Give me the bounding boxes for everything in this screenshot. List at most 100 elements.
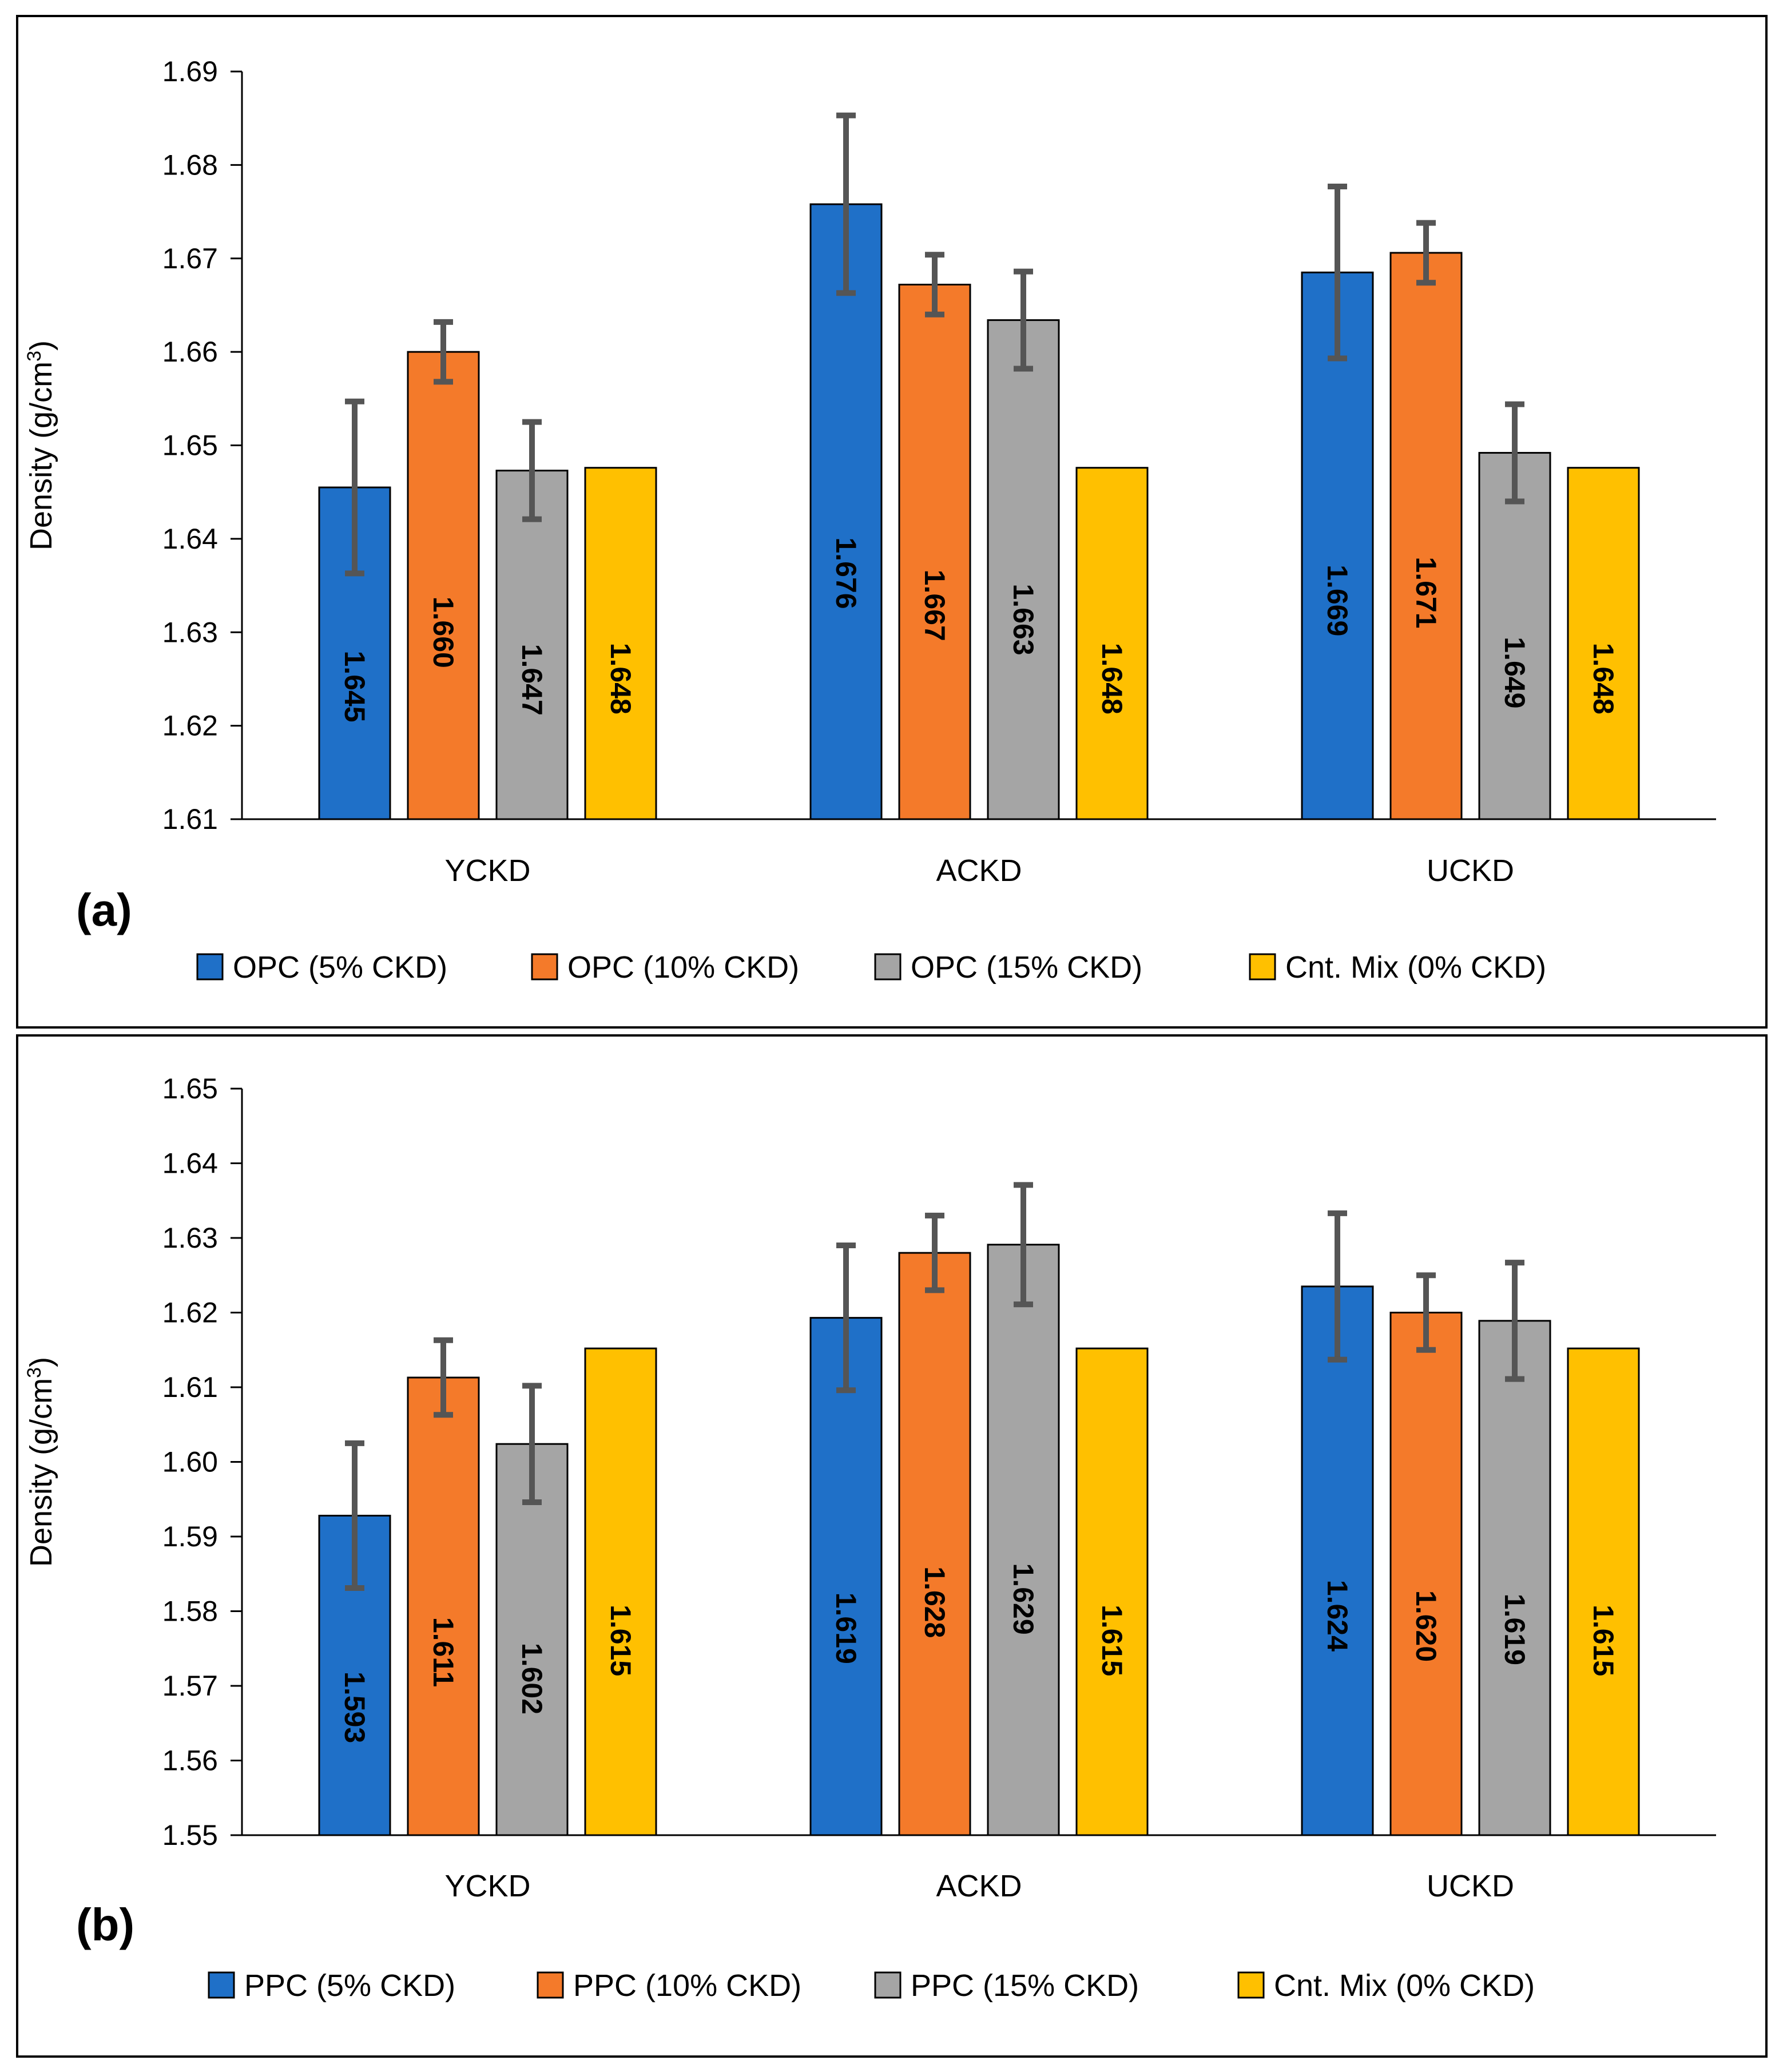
chart-2-legend-label: PPC (5% CKD) bbox=[244, 1968, 455, 2003]
chart-2-bar bbox=[1301, 1285, 1374, 1836]
chart-2-bar bbox=[1075, 1347, 1149, 1836]
chart-2-data-label: 1.619 bbox=[1499, 1594, 1531, 1665]
chart-1-data-label: 1.676 bbox=[830, 537, 862, 609]
chart-2-error-bar bbox=[1328, 1210, 1347, 1363]
chart-2-bar bbox=[898, 1252, 971, 1836]
chart-1-data-label: 1.669 bbox=[1321, 565, 1353, 636]
chart-1-bar bbox=[1075, 467, 1149, 820]
chart-2-legend-label: PPC (10% CKD) bbox=[573, 1968, 801, 2003]
chart-1-y-tick-label: 1.68 bbox=[162, 149, 218, 181]
chart-2-legend-swatch bbox=[208, 1971, 235, 1999]
chart-2-data-label: 1.593 bbox=[339, 1672, 371, 1743]
chart-1-data-label: 1.648 bbox=[605, 643, 637, 715]
chart-1-data-label: 1.648 bbox=[1587, 643, 1619, 715]
chart-1-legend-swatch bbox=[874, 953, 902, 981]
chart-2-legend-label: Cnt. Mix (0% CKD) bbox=[1274, 1968, 1535, 2003]
chart-2-bar bbox=[1567, 1347, 1640, 1836]
chart-2-error-bar bbox=[1505, 1260, 1524, 1382]
chart-1-frame bbox=[16, 15, 1768, 1029]
chart-1-legend-swatch bbox=[531, 953, 558, 981]
chart-2-bar bbox=[1478, 1320, 1551, 1836]
chart-2-bar bbox=[1389, 1312, 1463, 1836]
chart-1-y-tick-label: 1.66 bbox=[162, 336, 218, 368]
chart-2-legend-swatch bbox=[874, 1971, 902, 1999]
chart-1-legend-label: OPC (10% CKD) bbox=[567, 950, 799, 985]
chart-2-error-bar bbox=[434, 1337, 453, 1418]
chart-1-data-label: 1.671 bbox=[1410, 557, 1442, 628]
chart-2-error-bar bbox=[925, 1212, 944, 1293]
chart-2-y-axis-title: Density (g/cm3) bbox=[23, 1357, 58, 1567]
chart-2-data-label: 1.620 bbox=[1410, 1590, 1442, 1662]
chart-2-bar bbox=[809, 1317, 883, 1836]
chart-2-data-label: 1.611 bbox=[427, 1617, 459, 1687]
chart-2-error-bar bbox=[836, 1243, 856, 1394]
chart-1-error-bar bbox=[345, 398, 364, 577]
chart-1-data-label: 1.648 bbox=[1096, 643, 1128, 715]
chart-2-x-category-label: YCKD bbox=[444, 1869, 530, 1903]
chart-1-bar bbox=[987, 319, 1060, 820]
chart-1-bar bbox=[1389, 252, 1463, 820]
chart-2-error-bar bbox=[1416, 1272, 1436, 1353]
chart-2-y-tick-label: 1.55 bbox=[162, 1819, 218, 1851]
chart-1-error-bar bbox=[1328, 183, 1347, 362]
chart-2-y-tick-label: 1.61 bbox=[162, 1371, 218, 1403]
chart-1-bar bbox=[898, 283, 971, 820]
chart-2-data-label: 1.602 bbox=[516, 1643, 548, 1714]
chart-1-bar bbox=[1567, 467, 1640, 820]
chart-2-bar bbox=[584, 1347, 657, 1836]
chart-2-error-bar bbox=[522, 1383, 542, 1505]
chart-1-bar bbox=[584, 467, 657, 820]
chart-1-error-bar bbox=[434, 319, 453, 385]
chart-1-data-label: 1.663 bbox=[1007, 584, 1039, 655]
chart-1-panel-label: (a) bbox=[76, 884, 132, 935]
chart-2-y-tick-label: 1.65 bbox=[162, 1073, 218, 1105]
chart-2-bar bbox=[987, 1244, 1060, 1836]
chart-1-y-tick-label: 1.65 bbox=[162, 430, 218, 462]
chart-1-error-bar bbox=[522, 419, 542, 522]
chart-1-legend-swatch bbox=[196, 953, 224, 981]
chart-2-legend-swatch bbox=[1237, 1971, 1265, 1999]
chart-1-y-axis-title: Density (g/cm3) bbox=[23, 340, 58, 550]
chart-1-data-label: 1.647 bbox=[516, 644, 548, 716]
chart-1-error-bar bbox=[1416, 220, 1436, 286]
chart-1-y-tick-label: 1.64 bbox=[162, 523, 218, 555]
chart-1-data-label: 1.660 bbox=[427, 597, 459, 668]
chart-1-x-category-label: ACKD bbox=[936, 854, 1022, 888]
chart-1: 1.61 1.62 1.63 1.64 1.65 1.66 1.67 1.68 1.69 Dens… bbox=[16, 15, 1768, 1029]
chart-1-y-tick-label: 1.62 bbox=[162, 710, 218, 742]
chart-2-y-tick-label: 1.56 bbox=[162, 1745, 218, 1777]
chart-2-data-label: 1.615 bbox=[1096, 1605, 1128, 1676]
chart-1-legend-label: OPC (5% CKD) bbox=[233, 950, 447, 985]
chart-1-y-tick-label: 1.69 bbox=[162, 55, 218, 88]
chart-2-frame bbox=[16, 1034, 1768, 2058]
chart-2-data-label: 1.619 bbox=[830, 1593, 862, 1664]
chart-1-bar bbox=[1301, 271, 1374, 820]
chart-1-legend-label: OPC (15% CKD) bbox=[911, 950, 1142, 985]
chart-2-y-tick-label: 1.64 bbox=[162, 1148, 218, 1180]
chart-2-y-tick-label: 1.59 bbox=[162, 1521, 218, 1553]
chart-1-data-label: 1.649 bbox=[1499, 637, 1531, 708]
chart-2-y-tick-label: 1.60 bbox=[162, 1446, 218, 1478]
chart-2-x-category-label: ACKD bbox=[936, 1869, 1022, 1903]
chart-1-error-bar bbox=[925, 252, 944, 317]
chart-2-data-label: 1.629 bbox=[1007, 1563, 1039, 1635]
chart-2-data-label: 1.624 bbox=[1321, 1580, 1353, 1652]
chart-1-y-tick-label: 1.61 bbox=[162, 803, 218, 835]
chart-2-data-label: 1.615 bbox=[605, 1605, 637, 1676]
chart-2-data-label: 1.615 bbox=[1587, 1605, 1619, 1676]
chart-1-y-tick-label: 1.63 bbox=[162, 616, 218, 648]
chart-1-legend-label: Cnt. Mix (0% CKD) bbox=[1285, 950, 1546, 985]
chart-2: 1.55 1.56 1.57 1.58 1.59 1.60 1.61 1.62 1.63 1.64… bbox=[16, 1034, 1768, 2058]
chart-2-legend-swatch bbox=[537, 1971, 564, 1999]
chart-1-x-category-label: UCKD bbox=[1427, 854, 1514, 888]
chart-1-x-category-label: YCKD bbox=[444, 854, 530, 888]
chart-2-y-tick-label: 1.57 bbox=[162, 1670, 218, 1702]
chart-2-data-label: 1.628 bbox=[919, 1566, 951, 1638]
chart-2-error-bar bbox=[1014, 1182, 1033, 1308]
chart-1-data-label: 1.645 bbox=[339, 650, 371, 722]
chart-2-y-tick-label: 1.58 bbox=[162, 1595, 218, 1628]
chart-1-bar bbox=[407, 351, 480, 820]
chart-2-bar bbox=[407, 1376, 480, 1836]
chart-1-error-bar bbox=[1505, 401, 1524, 505]
